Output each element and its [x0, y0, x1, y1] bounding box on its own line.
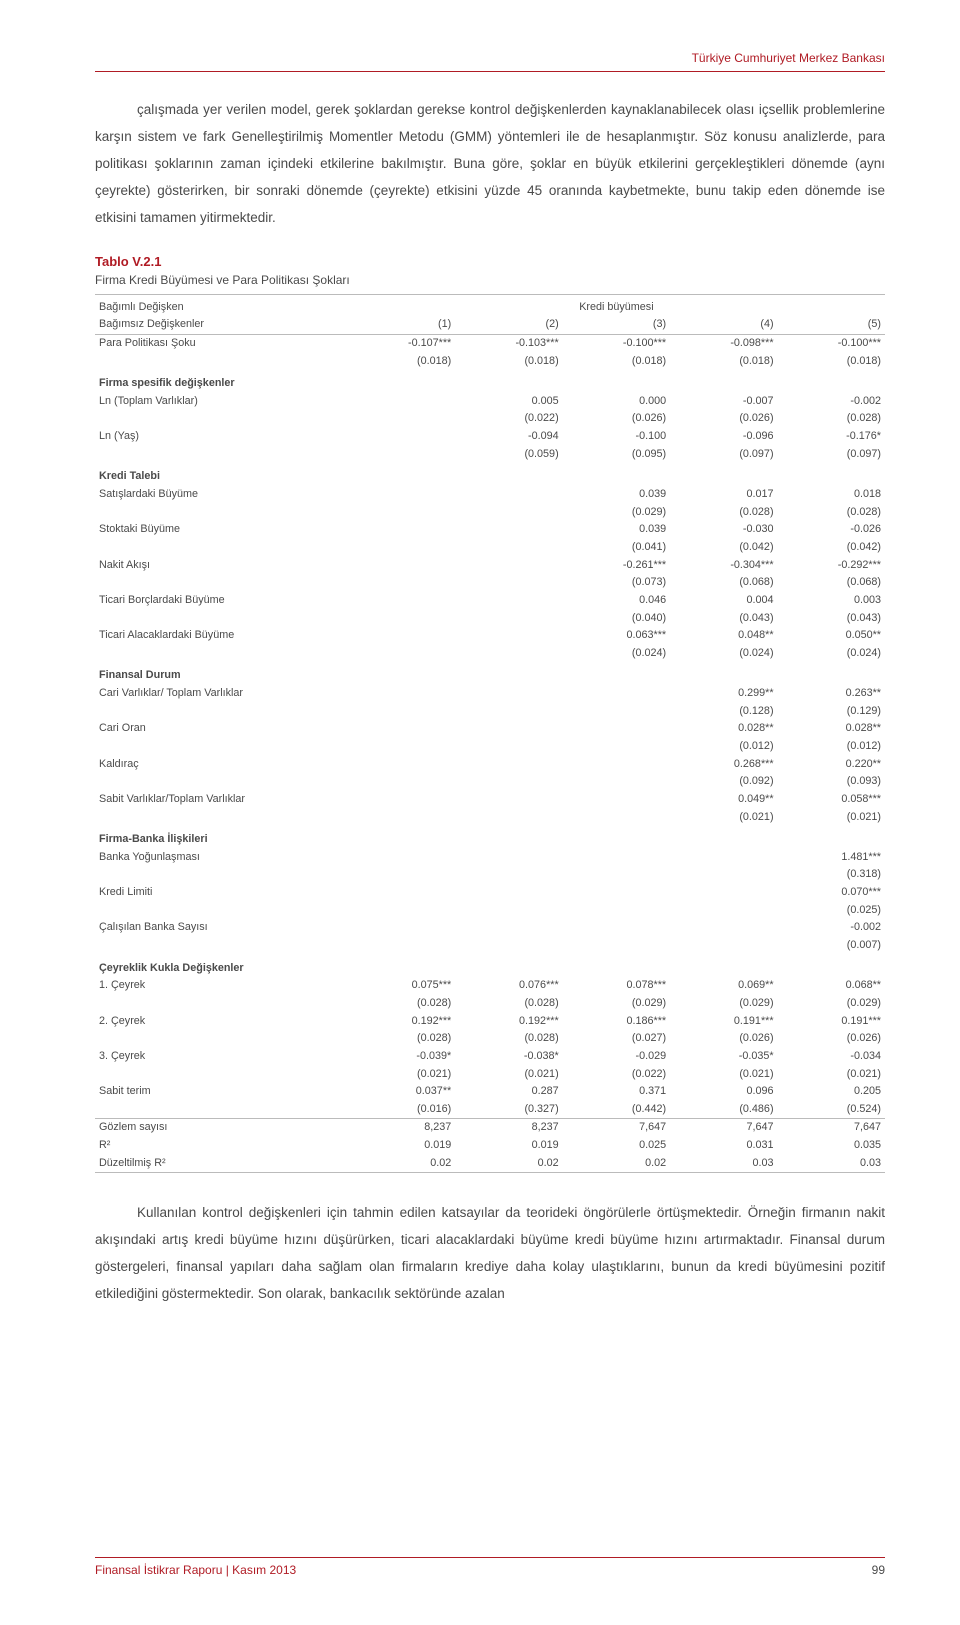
table-row: Stoktaki Büyüme0.039-0.030-0.026 — [95, 521, 885, 539]
table-row: (0.021)(0.021) — [95, 809, 885, 827]
table-row: 1. Çeyrek0.075***0.076***0.078***0.069**… — [95, 977, 885, 995]
results-table: Bağımlı DeğişkenKredi büyümesiBağımsız D… — [95, 299, 885, 1174]
table-row: (0.016)(0.327)(0.442)(0.486)(0.524) — [95, 1101, 885, 1119]
header-org: Türkiye Cumhuriyet Merkez Bankası — [95, 50, 885, 72]
table-row: Çalışılan Banka Sayısı-0.002 — [95, 919, 885, 937]
table-row: Cari Varlıklar/ Toplam Varlıklar0.299**0… — [95, 685, 885, 703]
table-row: (0.318) — [95, 866, 885, 884]
table-row: (0.029)(0.028)(0.028) — [95, 504, 885, 522]
table-section: Firma spesifik değişkenler — [95, 370, 885, 393]
table-row: Kaldıraç0.268***0.220** — [95, 756, 885, 774]
table-subtitle: Firma Kredi Büyümesi ve Para Politikası … — [95, 272, 885, 294]
table-row: Satışlardaki Büyüme0.0390.0170.018 — [95, 486, 885, 504]
table-row: 2. Çeyrek0.192***0.192***0.186***0.191**… — [95, 1013, 885, 1031]
table-row: (0.059)(0.095)(0.097)(0.097) — [95, 446, 885, 464]
table-row: (0.021)(0.021)(0.022)(0.021)(0.021) — [95, 1066, 885, 1084]
table-header-row: Bağımsız Değişkenler(1)(2)(3)(4)(5) — [95, 316, 885, 334]
table-row: Ticari Borçlardaki Büyüme0.0460.0040.003 — [95, 592, 885, 610]
table-row: (0.073)(0.068)(0.068) — [95, 574, 885, 592]
table-row: (0.024)(0.024)(0.024) — [95, 645, 885, 663]
table-header-row: Bağımlı DeğişkenKredi büyümesi — [95, 299, 885, 317]
table-row: 3. Çeyrek-0.039*-0.038*-0.029-0.035*-0.0… — [95, 1048, 885, 1066]
table-row: Gözlem sayısı8,2378,2377,6477,6477,647 — [95, 1119, 885, 1137]
footer-report: Finansal İstikrar Raporu | Kasım 2013 — [95, 1562, 296, 1579]
paragraph-1: çalışmada yer verilen model, gerek şokla… — [95, 96, 885, 231]
footer-page: 99 — [864, 1562, 885, 1579]
table-row: (0.012)(0.012) — [95, 738, 885, 756]
table-row: (0.007) — [95, 937, 885, 955]
table-row: Sabit Varlıklar/Toplam Varlıklar0.049**0… — [95, 791, 885, 809]
paragraph-2: Kullanılan kontrol değişkenleri için tah… — [95, 1199, 885, 1307]
table-section: Finansal Durum — [95, 662, 885, 685]
table-row: Ln (Yaş)-0.094-0.100-0.096-0.176* — [95, 428, 885, 446]
table-row: (0.040)(0.043)(0.043) — [95, 610, 885, 628]
table-row: Para Politikası Şoku-0.107***-0.103***-0… — [95, 334, 885, 352]
table-row: (0.018)(0.018)(0.018)(0.018)(0.018) — [95, 353, 885, 371]
table-row: Banka Yoğunlaşması1.481*** — [95, 849, 885, 867]
table-row: (0.025) — [95, 902, 885, 920]
table-row: Cari Oran0.028**0.028** — [95, 720, 885, 738]
table-row: (0.028)(0.028)(0.029)(0.029)(0.029) — [95, 995, 885, 1013]
table-row: (0.092)(0.093) — [95, 773, 885, 791]
table-row: (0.041)(0.042)(0.042) — [95, 539, 885, 557]
table-row: (0.022)(0.026)(0.026)(0.028) — [95, 410, 885, 428]
table-row: Nakit Akışı-0.261***-0.304***-0.292*** — [95, 557, 885, 575]
table-row: Sabit terim0.037**0.2870.3710.0960.205 — [95, 1083, 885, 1101]
table-section: Firma-Banka İlişkileri — [95, 826, 885, 849]
table-row: (0.028)(0.028)(0.027)(0.026)(0.026) — [95, 1030, 885, 1048]
table-row: R²0.0190.0190.0250.0310.035 — [95, 1137, 885, 1155]
table-section: Kredi Talebi — [95, 463, 885, 486]
table-row: Ln (Toplam Varlıklar)0.0050.000-0.007-0.… — [95, 393, 885, 411]
table-row: Düzeltilmiş R²0.020.020.020.030.03 — [95, 1155, 885, 1173]
table-title: Tablo V.2.1 — [95, 253, 885, 272]
table-section: Çeyreklik Kukla Değişkenler — [95, 955, 885, 978]
table-row: Kredi Limiti0.070*** — [95, 884, 885, 902]
table-row: (0.128)(0.129) — [95, 703, 885, 721]
table-row: Ticari Alacaklardaki Büyüme0.063***0.048… — [95, 627, 885, 645]
footer: Finansal İstikrar Raporu | Kasım 2013 99 — [95, 1557, 885, 1579]
